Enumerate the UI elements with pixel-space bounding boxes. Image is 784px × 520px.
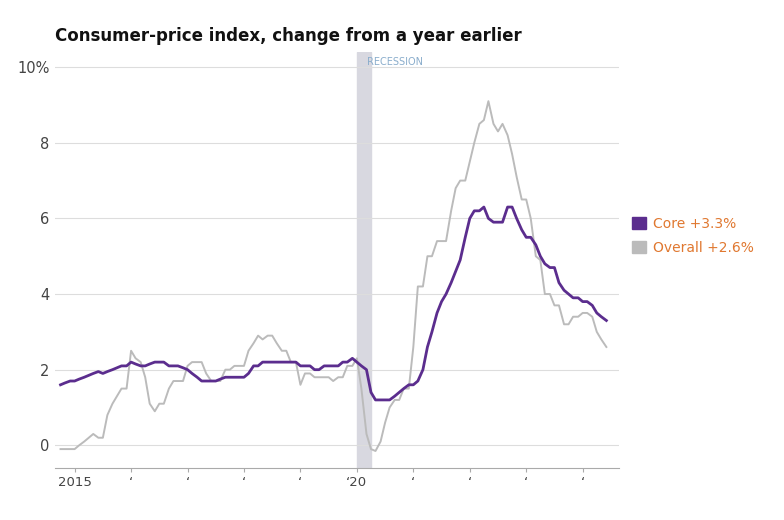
Text: Consumer-price index, change from a year earlier: Consumer-price index, change from a year… <box>55 27 521 45</box>
Text: RECESSION: RECESSION <box>367 57 423 67</box>
Legend: Core +3.3%, Overall +2.6%: Core +3.3%, Overall +2.6% <box>632 217 753 255</box>
Bar <box>357 52 371 468</box>
